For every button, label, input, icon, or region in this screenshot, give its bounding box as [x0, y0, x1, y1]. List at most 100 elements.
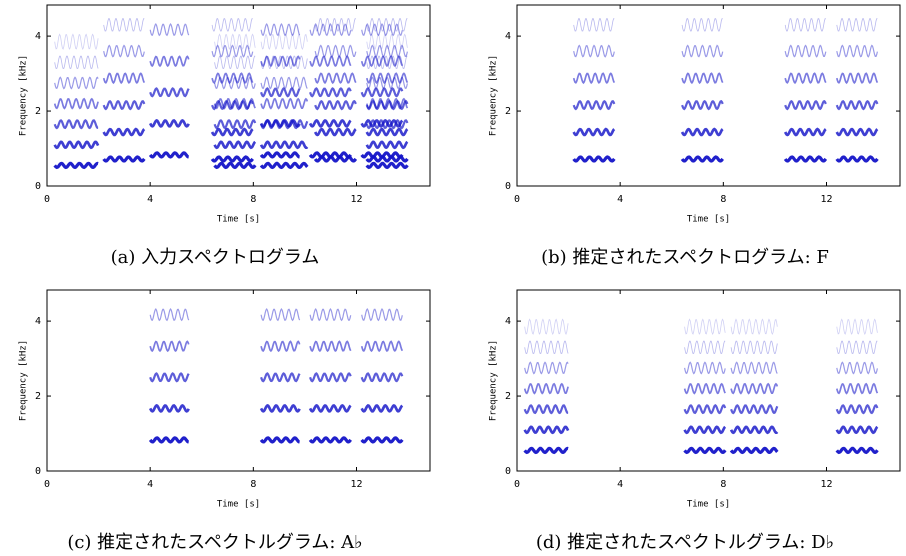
harmonic: [837, 157, 878, 161]
harmonic: [150, 309, 189, 320]
harmonic: [785, 157, 826, 161]
harmonic: [150, 342, 189, 351]
harmonic: [837, 73, 878, 82]
y-axis-label: Frequency [kHz]: [489, 55, 499, 136]
harmonic: [261, 34, 307, 49]
harmonic: [685, 384, 726, 393]
harmonic: [362, 342, 403, 351]
harmonic: [310, 342, 351, 351]
harmonic: [261, 142, 307, 148]
harmonic: [150, 121, 189, 127]
y-tick-label: 4: [505, 31, 511, 42]
harmonic: [685, 427, 726, 433]
caption: (a) 入力スペクトログラム: [111, 247, 320, 268]
harmonic: [574, 46, 615, 57]
harmonic: [315, 157, 356, 161]
harmonic: [362, 406, 403, 412]
harmonic: [104, 46, 145, 57]
harmonic: [367, 77, 408, 88]
harmonic: [310, 89, 351, 97]
caption: (c) 推定されたスペクトルグラム: A♭: [67, 532, 362, 553]
harmonic: [55, 34, 98, 49]
plot-area: [150, 309, 402, 442]
harmonic: [310, 406, 351, 412]
x-tick-label: 0: [514, 194, 520, 205]
harmonic: [682, 46, 723, 57]
harmonic: [55, 120, 98, 128]
harmonic: [261, 77, 307, 88]
y-tick-label: 4: [35, 316, 41, 327]
harmonic: [261, 153, 300, 157]
x-tick-label: 12: [820, 194, 832, 205]
harmonic: [104, 101, 145, 109]
harmonic: [315, 101, 356, 109]
harmonic: [261, 89, 300, 97]
harmonic: [362, 309, 403, 320]
x-tick-label: 12: [350, 194, 362, 205]
y-tick-label: 0: [35, 181, 41, 192]
y-axis-label: Frequency [kHz]: [489, 340, 499, 421]
harmonic: [785, 46, 826, 57]
harmonic: [837, 46, 878, 57]
x-tick-label: 4: [617, 479, 623, 490]
y-tick-label: 0: [35, 466, 41, 477]
harmonic: [362, 57, 403, 66]
harmonic: [261, 342, 300, 351]
caption: (d) 推定されたスペクトルグラム: D♭: [536, 532, 834, 553]
harmonic: [150, 89, 189, 97]
harmonic: [731, 341, 777, 353]
harmonic: [574, 101, 615, 109]
harmonic: [682, 129, 723, 135]
caption: (b) 推定されたスペクトログラム: F: [541, 247, 829, 268]
x-tick-label: 8: [720, 479, 726, 490]
plot-area: [574, 19, 878, 161]
harmonic: [682, 19, 723, 31]
harmonic: [310, 57, 351, 66]
harmonic: [215, 34, 256, 49]
harmonic: [525, 362, 568, 373]
x-tick-label: 0: [44, 194, 50, 205]
y-tick-label: 4: [35, 31, 41, 42]
harmonic: [367, 163, 408, 167]
harmonic: [150, 438, 189, 442]
harmonic: [150, 57, 189, 66]
x-tick-label: 12: [820, 479, 832, 490]
harmonic: [310, 121, 351, 127]
harmonic: [310, 374, 351, 382]
harmonic: [682, 157, 723, 161]
harmonic: [731, 405, 777, 413]
harmonic: [837, 101, 878, 109]
harmonic: [785, 73, 826, 82]
harmonic: [212, 19, 253, 31]
harmonic: [731, 384, 777, 393]
harmonic: [367, 142, 408, 148]
harmonic: [315, 129, 356, 135]
x-tick-label: 8: [720, 194, 726, 205]
x-tick-label: 4: [147, 194, 153, 205]
harmonic: [525, 448, 568, 452]
y-tick-label: 2: [505, 106, 511, 117]
harmonic: [362, 374, 403, 382]
harmonic: [682, 101, 723, 109]
figure: 0 4 8 12 0 2 4 Time [s] Frequency [kHz] (a) 入力スペク…: [0, 0, 906, 556]
plot-area: [525, 319, 878, 452]
harmonic: [215, 56, 256, 68]
axes-frame: [517, 290, 900, 471]
x-axis-label: Time [s]: [217, 215, 260, 225]
harmonic: [150, 406, 189, 412]
harmonic: [55, 77, 98, 88]
harmonic: [837, 427, 878, 433]
harmonic: [682, 73, 723, 82]
harmonic: [310, 438, 351, 442]
y-tick-label: 2: [35, 391, 41, 402]
harmonic: [785, 129, 826, 135]
harmonic: [55, 142, 98, 148]
harmonic: [310, 309, 351, 320]
harmonic: [212, 46, 253, 57]
harmonic: [574, 157, 615, 161]
harmonic: [731, 427, 777, 433]
x-tick-label: 8: [250, 194, 256, 205]
y-tick-label: 2: [505, 391, 511, 402]
harmonic: [261, 438, 300, 442]
harmonic: [785, 101, 826, 109]
